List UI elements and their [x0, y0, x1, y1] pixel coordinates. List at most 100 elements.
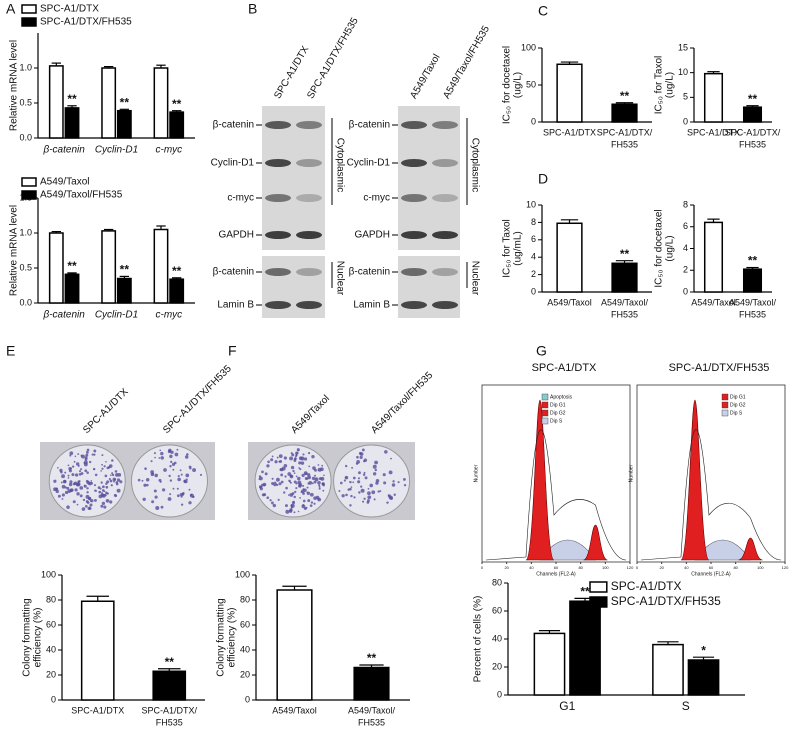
colony — [151, 500, 155, 504]
colony — [188, 488, 191, 491]
bar — [353, 666, 390, 701]
colony — [315, 477, 317, 480]
blot-band — [265, 231, 291, 239]
colony — [356, 455, 359, 459]
blot-band — [401, 231, 427, 239]
bar — [116, 109, 132, 139]
y-axis-label: efficiency (%) — [33, 608, 44, 668]
blot-band — [432, 159, 458, 167]
colony — [137, 478, 141, 482]
y-tick-label: 0 — [531, 116, 536, 126]
legend-label: A549/Taxol — [40, 177, 89, 188]
colony — [71, 465, 75, 468]
colony — [300, 490, 303, 494]
flow-legend-label: Dip G2 — [550, 410, 566, 416]
colony — [88, 482, 92, 486]
y-tick-label: 0 — [497, 689, 502, 699]
colony — [298, 456, 303, 461]
flow-legend-label: Dip S — [730, 410, 743, 416]
colony — [79, 486, 84, 490]
annotation: ** — [580, 585, 590, 599]
colony — [184, 455, 189, 459]
y-axis-label: IC₅₀ for docetaxel — [502, 46, 513, 124]
colony — [84, 469, 88, 473]
colony — [87, 506, 91, 510]
colony — [293, 511, 296, 514]
colony — [341, 494, 345, 498]
colony — [295, 453, 298, 456]
bar — [276, 589, 313, 701]
colony — [91, 453, 94, 456]
colony — [350, 486, 353, 488]
colony — [302, 453, 305, 456]
blot-band — [432, 268, 458, 276]
blot-row-label: β-catenin — [213, 267, 254, 278]
flow-legend-swatch — [541, 393, 549, 401]
colony — [349, 504, 352, 507]
colony — [318, 484, 321, 487]
y-tick-label: 0.5 — [19, 262, 32, 272]
y-tick-label: 80 — [492, 577, 502, 587]
y-axis-label: IC₅₀ for docetaxel — [654, 209, 665, 287]
flow-x-tick-label: 120 — [782, 565, 789, 570]
x-tick-label: SPC-A1/DTX — [71, 705, 124, 715]
colony — [293, 472, 296, 474]
colony — [111, 459, 114, 462]
colony — [388, 470, 393, 475]
blot-band — [296, 194, 322, 202]
y-tick-label: 6 — [531, 234, 536, 244]
y-tick-label: 2 — [531, 269, 536, 279]
flow-x-tick-label: 40 — [529, 565, 534, 570]
colony — [98, 494, 103, 499]
colony — [287, 494, 290, 496]
blot-band — [296, 301, 322, 309]
colony — [277, 498, 280, 501]
x-tick-label: A549/Taxol/ — [729, 297, 777, 307]
blot-band — [401, 194, 427, 202]
colony — [109, 479, 113, 483]
colony — [83, 462, 86, 464]
colony — [352, 476, 356, 480]
colony — [88, 460, 92, 464]
colony — [322, 489, 325, 492]
x-tick-label: FH535 — [358, 717, 385, 727]
colony — [153, 452, 156, 455]
colony — [111, 472, 114, 475]
colony — [283, 464, 288, 468]
y-tick-label: 50 — [526, 79, 536, 89]
annotation: ** — [120, 263, 130, 277]
colony — [55, 487, 58, 490]
colony — [393, 493, 396, 496]
colony — [271, 477, 274, 480]
bar — [153, 228, 169, 304]
colony — [106, 492, 109, 495]
flow-legend-swatch — [541, 417, 549, 425]
colony-column-label: A549/Taxol — [289, 393, 332, 436]
colony — [313, 468, 317, 472]
legend-swatch — [589, 596, 608, 608]
colony — [158, 457, 161, 459]
colony — [298, 461, 302, 465]
blot-row-label: GAPDH — [218, 230, 254, 241]
colony — [389, 496, 393, 500]
legend-label: SPC-A1/DTX/FH535 — [611, 594, 721, 608]
flow-legend-label: Dip G1 — [550, 402, 566, 408]
colony — [295, 487, 298, 490]
colony — [88, 497, 91, 500]
blot-band — [401, 268, 427, 276]
colony — [323, 474, 325, 477]
colony — [359, 455, 363, 459]
colony — [313, 496, 317, 500]
colony — [313, 474, 317, 477]
flow-title: SPC-A1/DTX/FH535 — [669, 362, 770, 374]
colony — [94, 473, 98, 477]
annotation: * — [701, 643, 706, 657]
colony — [308, 465, 311, 468]
colony — [85, 451, 89, 454]
panel-label: G — [536, 343, 547, 359]
colony — [113, 480, 115, 483]
colony — [172, 487, 175, 490]
flow-frame — [636, 384, 786, 563]
flow-legend-swatch — [541, 409, 549, 417]
colony — [345, 493, 348, 497]
